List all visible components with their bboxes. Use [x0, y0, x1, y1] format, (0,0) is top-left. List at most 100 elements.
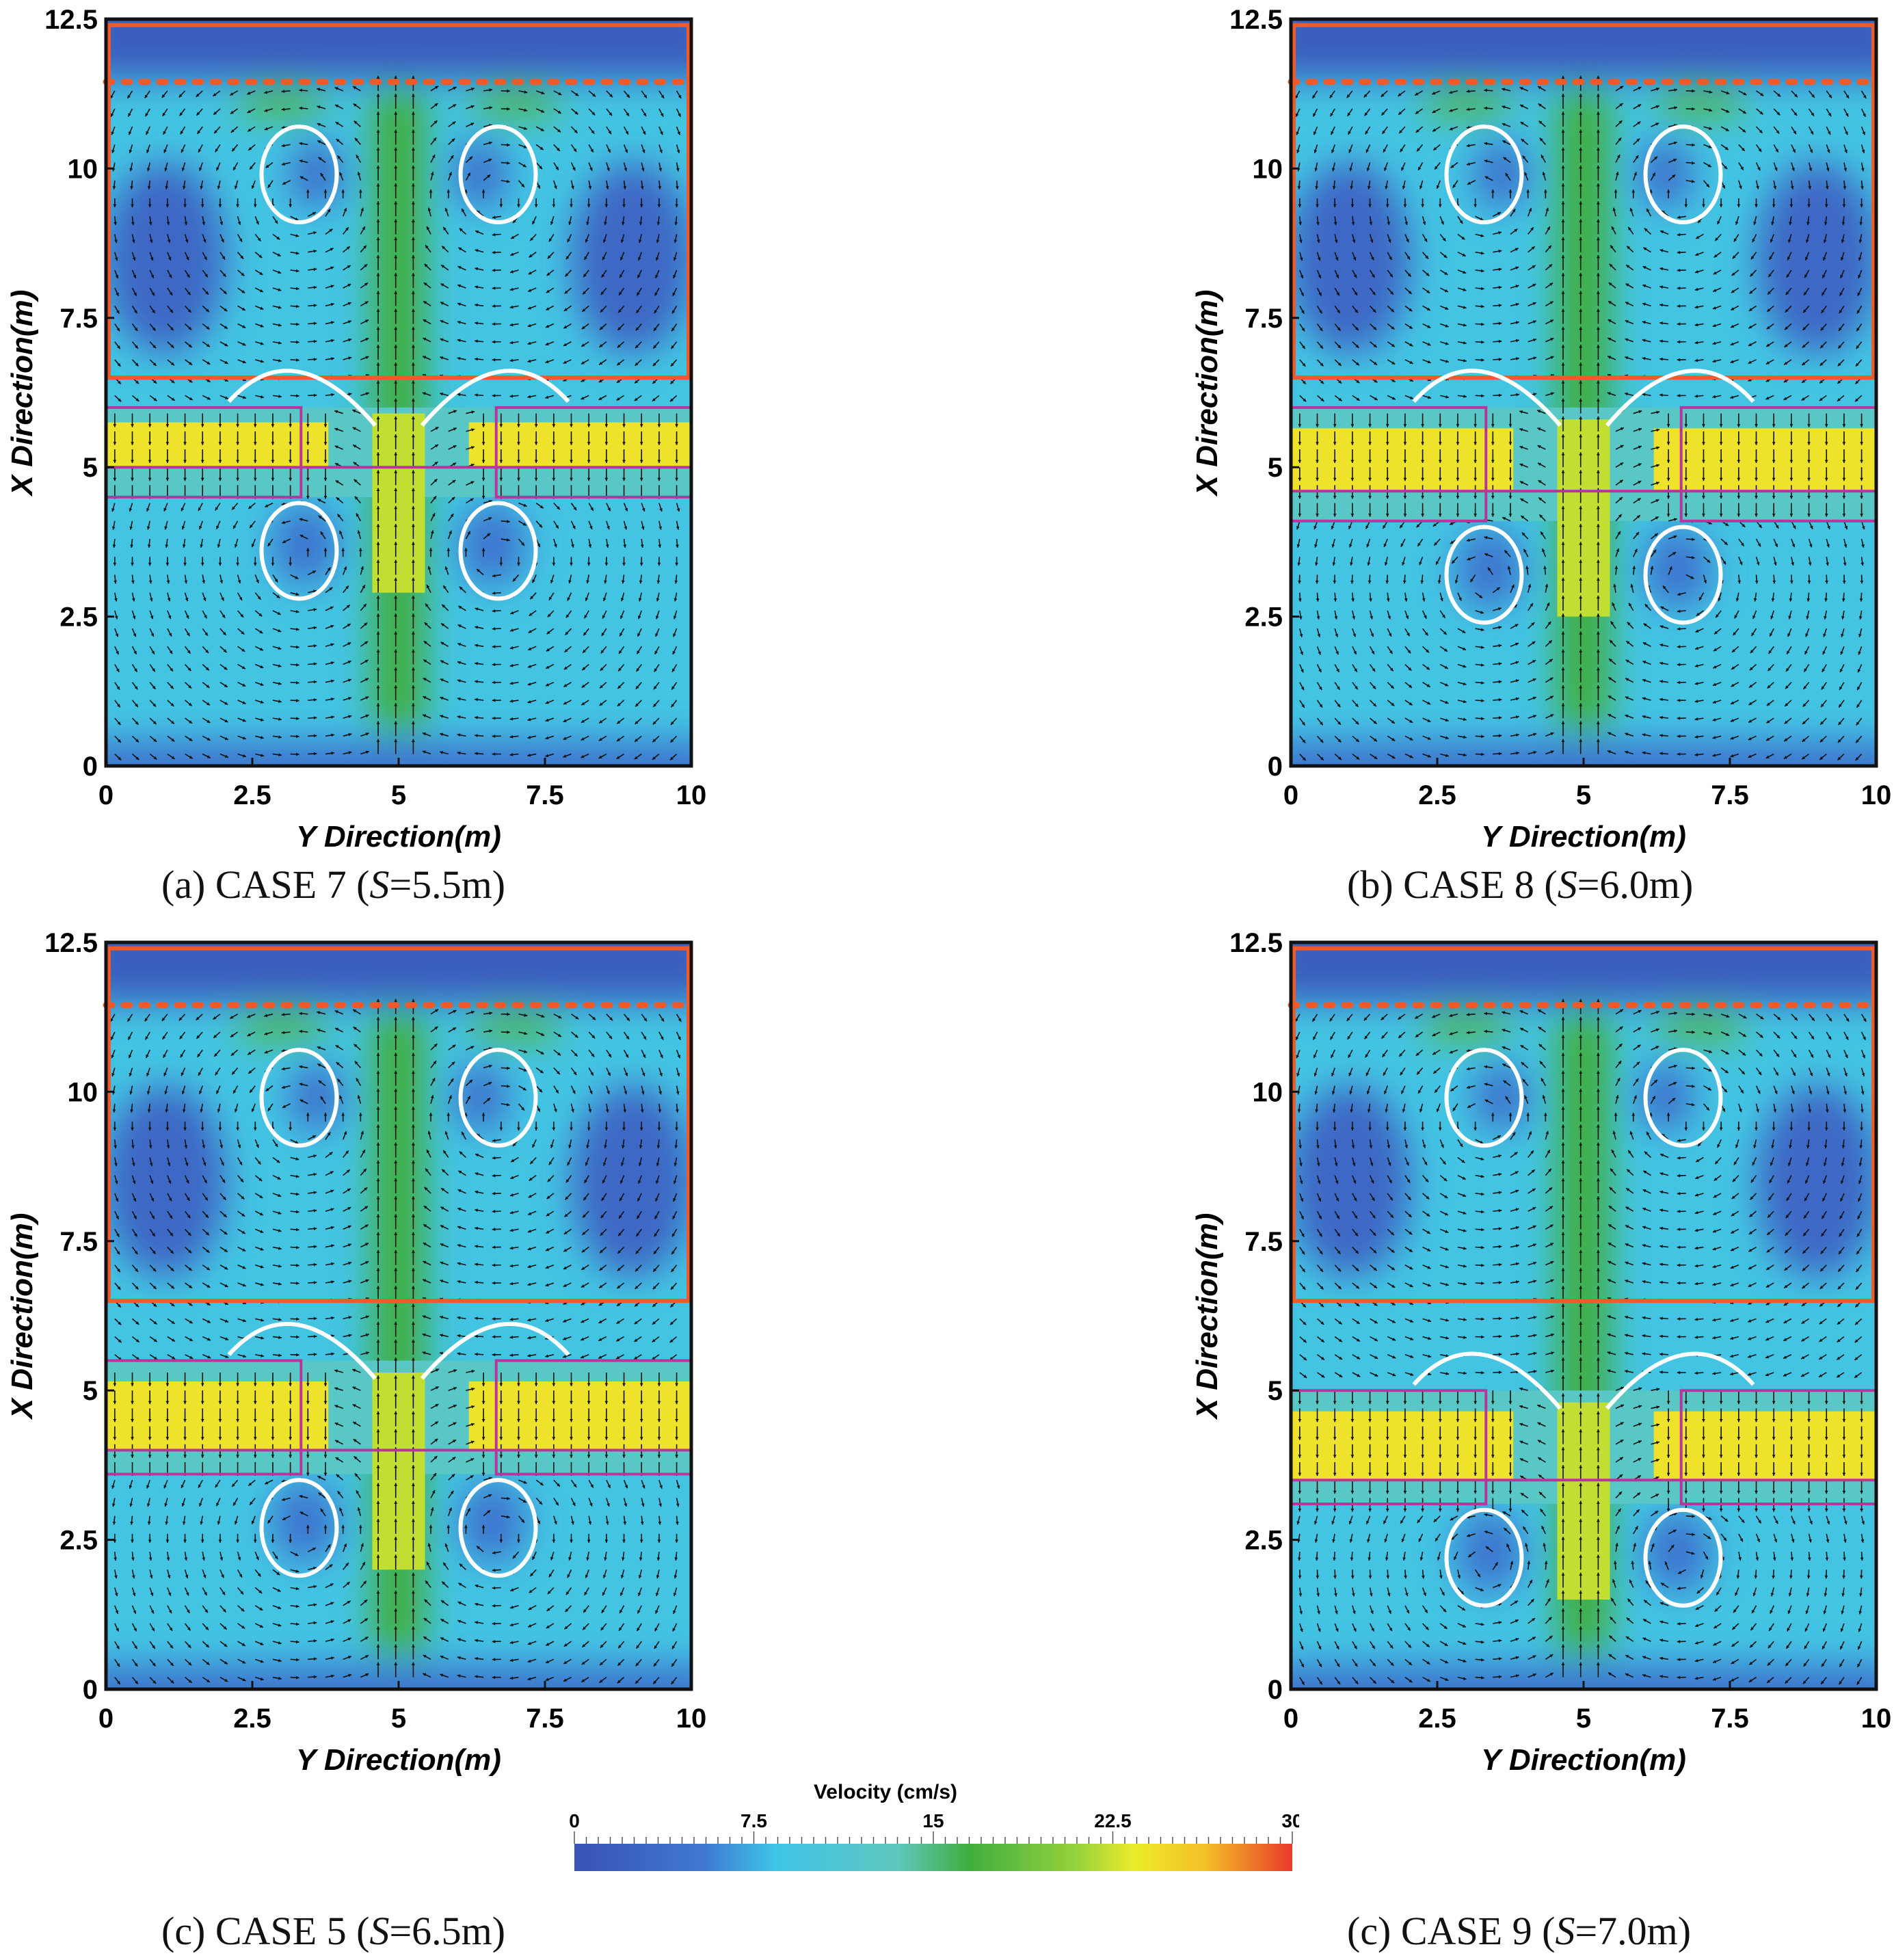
colorbar-tick-label: 7.5 — [741, 1810, 767, 1831]
recirculation-loop — [1444, 124, 1524, 225]
colorbar-gradient — [574, 1844, 1292, 1871]
recirculation-loop — [458, 124, 538, 225]
y-tick-label: 0 — [83, 752, 98, 782]
y-tick-label: 2.5 — [1244, 602, 1283, 633]
caption-case9: (c) CASE 9 (S=7.0m) — [1347, 1908, 1691, 1954]
y-axis-title: X Direction(m) — [5, 290, 39, 498]
curved-arrow-right — [1605, 369, 1755, 427]
vector-arrows — [109, 75, 682, 761]
y-tick-label: 5 — [83, 1376, 98, 1406]
panel-svg: 0 2.5 5 7.5 10 0 2.5 5 7.5 10 12.5 Y Direction(m) X … — [5, 928, 707, 1777]
curved-arrow-left — [227, 369, 377, 427]
recirculation-loop — [458, 1478, 538, 1578]
x-tick-label: 5 — [1576, 1704, 1591, 1734]
y-tick-label: 7.5 — [1244, 1227, 1283, 1257]
caption-prefix: (a) CASE 7 ( — [161, 862, 370, 907]
recirculation-loop — [259, 1478, 339, 1578]
x-tick-label: 0 — [1283, 780, 1298, 810]
vector-arrows — [1294, 998, 1867, 1686]
colorbar-tick-label: 30 — [1281, 1810, 1299, 1831]
y-tick-label: 2.5 — [59, 1526, 98, 1556]
y-tick-label: 10 — [1253, 1077, 1283, 1107]
y-axis-title: X Direction(m) — [5, 1213, 39, 1421]
recirculation-loop — [458, 1048, 538, 1148]
x-tick-label: 0 — [1283, 1704, 1298, 1734]
curved-arrow-right — [420, 369, 570, 427]
x-tick-label: 2.5 — [233, 780, 271, 810]
velocity-field — [1291, 942, 1876, 1689]
curved-arrow-right — [420, 1321, 570, 1380]
x-tick-label: 7.5 — [1711, 780, 1749, 810]
velocity-field — [106, 19, 691, 766]
curved-arrow-right — [1605, 1351, 1755, 1410]
panel-svg: 0 2.5 5 7.5 10 0 2.5 5 7.5 10 12.5 Y Direction(m) X … — [1190, 928, 1891, 1777]
magenta-outline — [106, 1359, 691, 1476]
y-tick-label: 7.5 — [1244, 304, 1283, 334]
panel-svg: 0 2.5 5 7.5 10 0 2.5 5 7.5 10 12.5 Y Direction(m) X … — [1190, 5, 1892, 853]
jet-band — [106, 407, 691, 593]
y-axis-title: X Direction(m) — [1190, 1213, 1224, 1421]
y-tick-label: 7.5 — [59, 304, 98, 334]
boundaries — [1288, 946, 1880, 1506]
y-tick-label: 10 — [1253, 154, 1283, 184]
flow-annotations — [1412, 124, 1755, 625]
x-tick-label: 2.5 — [1418, 1704, 1456, 1734]
panel-svg: 0 2.5 5 7.5 10 0 2.5 5 7.5 10 12.5 Y Direction(m) X … — [5, 5, 706, 853]
flow-annotations — [227, 124, 570, 601]
y-tick-label: 10 — [68, 154, 98, 184]
y-tick-label: 0 — [83, 1675, 98, 1705]
x-tick-label: 10 — [676, 1704, 707, 1734]
axis-ticks: 0 2.5 5 7.5 10 0 2.5 5 7.5 10 12.5 — [44, 5, 706, 810]
y-tick-label: 12.5 — [1229, 5, 1283, 35]
x-tick-label: 10 — [676, 780, 707, 810]
caption-suffix: =6.0m) — [1577, 862, 1694, 907]
curved-arrow-left — [227, 1321, 377, 1380]
curved-arrow-left — [1412, 1351, 1562, 1410]
x-tick-label: 7.5 — [526, 780, 564, 810]
flow-annotations — [227, 1048, 570, 1578]
jet-band — [1291, 1390, 1876, 1600]
colorbar-svg: Velocity (cm/s) 0 7.5 15 22.5 30 — [569, 1781, 1303, 1871]
magenta-outline — [1291, 406, 1876, 522]
caption-symbol: S — [369, 862, 390, 907]
y-tick-label: 12.5 — [1229, 928, 1283, 958]
colorbar-tick-label: 0 — [569, 1810, 580, 1831]
velocity-field — [106, 942, 691, 1689]
caption-prefix: (b) CASE 8 ( — [1347, 862, 1558, 907]
chart-panel-case5: 0 2.5 5 7.5 10 0 2.5 5 7.5 10 12.5 Y Direction(m) X … — [3, 928, 725, 1778]
caption-prefix: (c) CASE 9 ( — [1347, 1909, 1556, 1953]
y-tick-label: 0 — [1268, 752, 1283, 782]
colorbar-tick-label: 22.5 — [1094, 1810, 1132, 1831]
recirculation-loop — [259, 501, 339, 601]
boundaries — [103, 946, 695, 1476]
x-tick-label: 2.5 — [1418, 780, 1456, 810]
y-tick-label: 12.5 — [44, 5, 98, 35]
caption-case7: (a) CASE 7 (S=5.5m) — [161, 862, 505, 908]
recirculation-loop — [1444, 1048, 1524, 1148]
y-tick-label: 0 — [1268, 1675, 1283, 1705]
axis-ticks: 0 2.5 5 7.5 10 0 2.5 5 7.5 10 12.5 — [1229, 928, 1891, 1734]
flow-annotations — [1412, 1048, 1755, 1608]
x-axis-title: Y Direction(m) — [296, 1743, 501, 1777]
y-tick-label: 5 — [83, 453, 98, 483]
caption-case5: (c) CASE 5 (S=6.5m) — [161, 1908, 505, 1954]
x-tick-label: 5 — [391, 780, 406, 810]
y-tick-label: 5 — [1268, 1376, 1283, 1406]
velocity-field — [1291, 19, 1876, 766]
recirculation-loop — [1643, 1507, 1723, 1608]
curved-arrow-left — [1412, 369, 1562, 427]
x-tick-label: 10 — [1861, 780, 1892, 810]
x-axis-title: Y Direction(m) — [1481, 820, 1686, 853]
y-tick-label: 10 — [68, 1077, 98, 1107]
chart-panel-case7: 0 2.5 5 7.5 10 0 2.5 5 7.5 10 12.5 Y Direction(m) X … — [3, 5, 725, 855]
orange-box — [1292, 946, 1876, 1303]
x-tick-label: 7.5 — [526, 1704, 564, 1734]
x-tick-label: 7.5 — [1711, 1704, 1749, 1734]
x-axis-title: Y Direction(m) — [296, 820, 501, 853]
y-axis-title: X Direction(m) — [1190, 290, 1224, 498]
magenta-outline — [106, 406, 691, 499]
caption-symbol: S — [369, 1909, 390, 1953]
caption-suffix: =6.5m) — [389, 1909, 506, 1953]
caption-case8: (b) CASE 8 (S=6.0m) — [1347, 862, 1693, 908]
y-tick-label: 5 — [1268, 453, 1283, 483]
